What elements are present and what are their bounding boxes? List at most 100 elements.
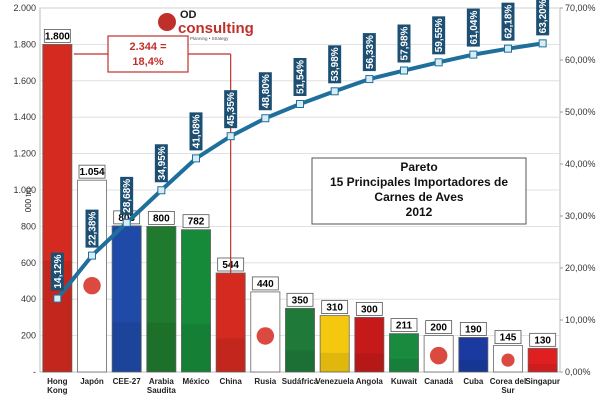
pct-label-box: [466, 8, 480, 47]
flag-detail: [256, 327, 275, 345]
flag-detail: [354, 353, 384, 372]
annotation-text: 18,4%: [132, 56, 163, 68]
pct-label: 48,80%: [261, 74, 272, 108]
logo-consulting-text: consulting: [178, 20, 254, 37]
category-label: Japón: [80, 377, 104, 386]
value-label-box: [251, 276, 279, 291]
y2-tick-label: 10,00%: [565, 315, 596, 325]
y-tick-label: 1.000: [13, 185, 36, 195]
cumulative-marker: [504, 44, 512, 53]
flag-detail: [389, 358, 419, 372]
pct-label-group: 14,12%: [50, 252, 64, 291]
bar: [111, 225, 142, 373]
pct-label-group: 62,18%: [501, 2, 515, 41]
cumulative-marker: [88, 251, 96, 260]
pct-label-box: [432, 16, 446, 55]
value-label-box: [390, 318, 418, 332]
bar: [354, 316, 385, 373]
pct-label-group: 45,35%: [224, 90, 238, 129]
pct-label-group: 53,98%: [328, 45, 342, 84]
value-label-box: [321, 300, 349, 314]
chart-title-line: Carnes de Aves: [374, 190, 463, 204]
value-label-box: [78, 164, 106, 179]
category-label: Hong: [47, 377, 68, 386]
value-label: 211: [396, 321, 413, 332]
pct-label-box: [501, 2, 515, 41]
pct-label-box: [120, 176, 134, 215]
bar: [527, 347, 558, 373]
pct-label-box: [328, 45, 342, 84]
flag-detail: [112, 322, 142, 372]
bar-group: 782: [181, 214, 211, 373]
value-label: 350: [292, 295, 309, 306]
cumulative-marker: [122, 218, 131, 227]
value-label: 1.800: [45, 31, 70, 42]
pct-label: 34,95%: [157, 146, 168, 180]
pct-label: 14,12%: [53, 255, 64, 289]
chart-title-line: Pareto: [400, 160, 437, 174]
cumulative-marker: [469, 50, 478, 59]
category-label: Corea del: [490, 377, 526, 386]
value-label: 145: [500, 333, 517, 344]
value-label-box: [43, 28, 71, 43]
pct-label-box: [224, 90, 238, 129]
y-tick-label: -: [33, 367, 36, 377]
y-tick-label: 1.400: [13, 112, 36, 122]
y-tick-label: 1.200: [13, 149, 36, 159]
category-label: Sur: [501, 386, 514, 395]
category-label: Angola: [356, 377, 384, 386]
pct-label-group: 51,54%: [293, 57, 307, 96]
category-label: Kong: [47, 386, 68, 395]
chart-title-line: 15 Principales Importadores de: [330, 175, 508, 189]
cumulative-marker: [365, 75, 374, 84]
bar: [146, 225, 177, 373]
cumulative-marker: [53, 294, 62, 303]
pct-label: 62,18%: [504, 5, 515, 39]
category-label: Saudita: [147, 386, 176, 395]
value-label: 130: [534, 335, 551, 346]
category-label: Kuwait: [391, 377, 418, 386]
cumulative-marker: [400, 66, 408, 75]
value-label: 190: [465, 324, 482, 335]
pct-label-group: 48,80%: [258, 72, 272, 111]
y2-tick-label: 30,00%: [565, 211, 596, 221]
cumulative-marker: [538, 39, 547, 48]
logo-tagline: Planning • Strategy: [190, 36, 229, 41]
pct-label-group: 61,04%: [466, 8, 480, 47]
y-axis-label: 000 tm: [24, 187, 33, 212]
category-label: Venezuela: [315, 377, 354, 386]
pct-label: 22,38%: [88, 212, 99, 246]
value-label: 803: [118, 213, 135, 224]
category-label: Sudáfrica: [282, 377, 319, 386]
y-tick-label: 400: [21, 294, 36, 304]
category-label: Rusia: [254, 377, 276, 386]
pct-label: 53,98%: [330, 47, 341, 81]
pct-label: 45,35%: [226, 92, 237, 126]
pct-label: 51,54%: [296, 60, 307, 94]
value-label-box: [529, 332, 557, 347]
pct-label: 59,55%: [434, 18, 445, 52]
title-box: [311, 157, 527, 225]
bar-group: 130: [527, 332, 558, 373]
flag-detail: [181, 323, 211, 372]
y-tick-label: 800: [21, 221, 36, 231]
bar-group: 145: [493, 330, 523, 373]
y-tick-label: 1.600: [13, 76, 36, 86]
bar-group: 211: [389, 318, 419, 373]
annotation-text: 2.344 =: [130, 41, 167, 53]
pct-label-box: [258, 72, 272, 111]
y-tick-label: 200: [21, 331, 36, 341]
category-label: Cuba: [463, 377, 484, 386]
value-label: 200: [430, 323, 447, 334]
value-label-box: [459, 322, 487, 336]
value-label-box: [147, 210, 175, 225]
pct-label-group: 63,20%: [536, 0, 550, 36]
pct-label-box: [154, 144, 168, 183]
y-tick-label: 600: [21, 258, 36, 268]
bar-group: 440: [250, 276, 281, 373]
category-label: México: [182, 377, 209, 386]
flag-detail: [429, 346, 448, 365]
pct-label-box: [362, 33, 376, 72]
value-label: 440: [257, 279, 274, 290]
